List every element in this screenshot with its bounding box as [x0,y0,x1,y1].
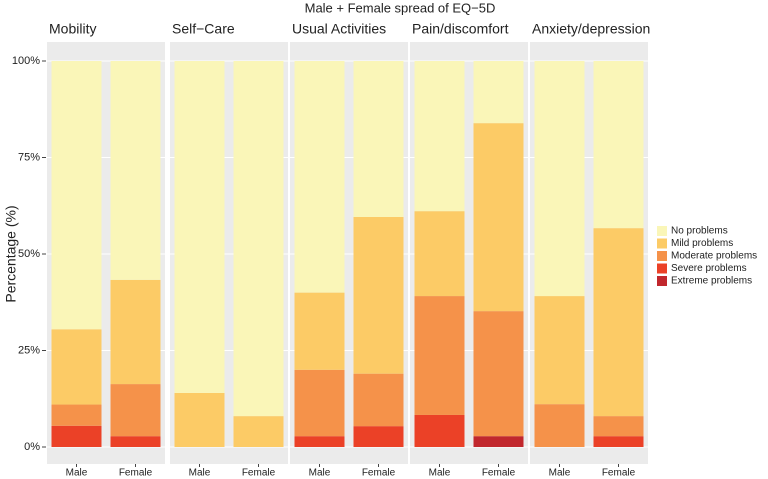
bar-segment [593,436,644,447]
legend-label: Severe problems [671,263,747,274]
legend-label: Extreme problems [671,276,752,287]
y-tick-label: 75% [18,151,40,163]
y-tick-label: 0% [24,441,40,453]
bar-segment [174,61,225,393]
bar-segment [473,61,524,124]
bar-segment [110,384,161,437]
bar-segment [353,426,404,447]
y-tick-label: 25% [18,344,40,356]
x-tick-label: Female [242,468,276,479]
legend-swatch [657,263,667,274]
bar-segment [174,392,225,447]
x-tick-label: Male [429,468,451,479]
bar-segment [294,292,345,370]
x-tick-label: Female [119,468,153,479]
bar-segment [51,425,102,447]
facet-title: Usual Activities [292,21,386,37]
bar-segment [414,211,465,297]
bar-segment [414,296,465,415]
facet-title: Mobility [49,21,96,37]
x-tick-label: Male [66,468,88,479]
x-tick-label: Male [549,468,571,479]
bar-segment [51,61,102,330]
bar-segment [353,373,404,427]
chart-title: Male + Female spread of EQ−5D [305,0,496,15]
bar-segment [110,279,161,385]
bar-segment [534,404,585,447]
bar-segment [353,216,404,374]
legend-label: No problems [671,226,728,237]
bar-segment [233,61,284,417]
facet-title: Self−Care [172,21,235,37]
bar-segment [593,228,644,417]
legend-swatch [657,238,667,249]
bar-segment [110,436,161,447]
bar-segment [353,61,404,217]
bar-segment [110,61,161,280]
bar-segment [473,311,524,437]
x-tick-label: Female [482,468,516,479]
x-tick-label: Female [362,468,396,479]
bar-segment [593,416,644,437]
y-tick-label: 50% [18,248,40,260]
bar-segment [593,61,644,229]
y-tick-label: 100% [12,55,40,67]
bar-segment [51,404,102,426]
bar-segment [233,416,284,447]
legend-swatch [657,251,667,261]
bar-segment [51,329,102,405]
bar-segment [473,436,524,447]
bar-segment [414,61,465,212]
legend-swatch [657,226,667,236]
facet-title: Anxiety/depression [532,21,650,37]
x-tick-label: Male [189,468,211,479]
bar-segment [473,123,524,312]
bar-segment [294,61,345,293]
legend-label: Moderate problems [671,251,757,262]
y-axis-label: Percentage (%) [3,205,19,302]
legend-swatch [657,276,667,286]
bar-segment [294,369,345,437]
x-tick-label: Male [309,468,331,479]
x-tick-label: Female [602,468,636,479]
bar-segment [414,414,465,447]
bar-segment [294,436,345,447]
bar-segment [534,296,585,405]
bar-segment [534,61,585,297]
legend-label: Mild problems [671,238,733,249]
facet-title: Pain/discomfort [412,21,509,37]
